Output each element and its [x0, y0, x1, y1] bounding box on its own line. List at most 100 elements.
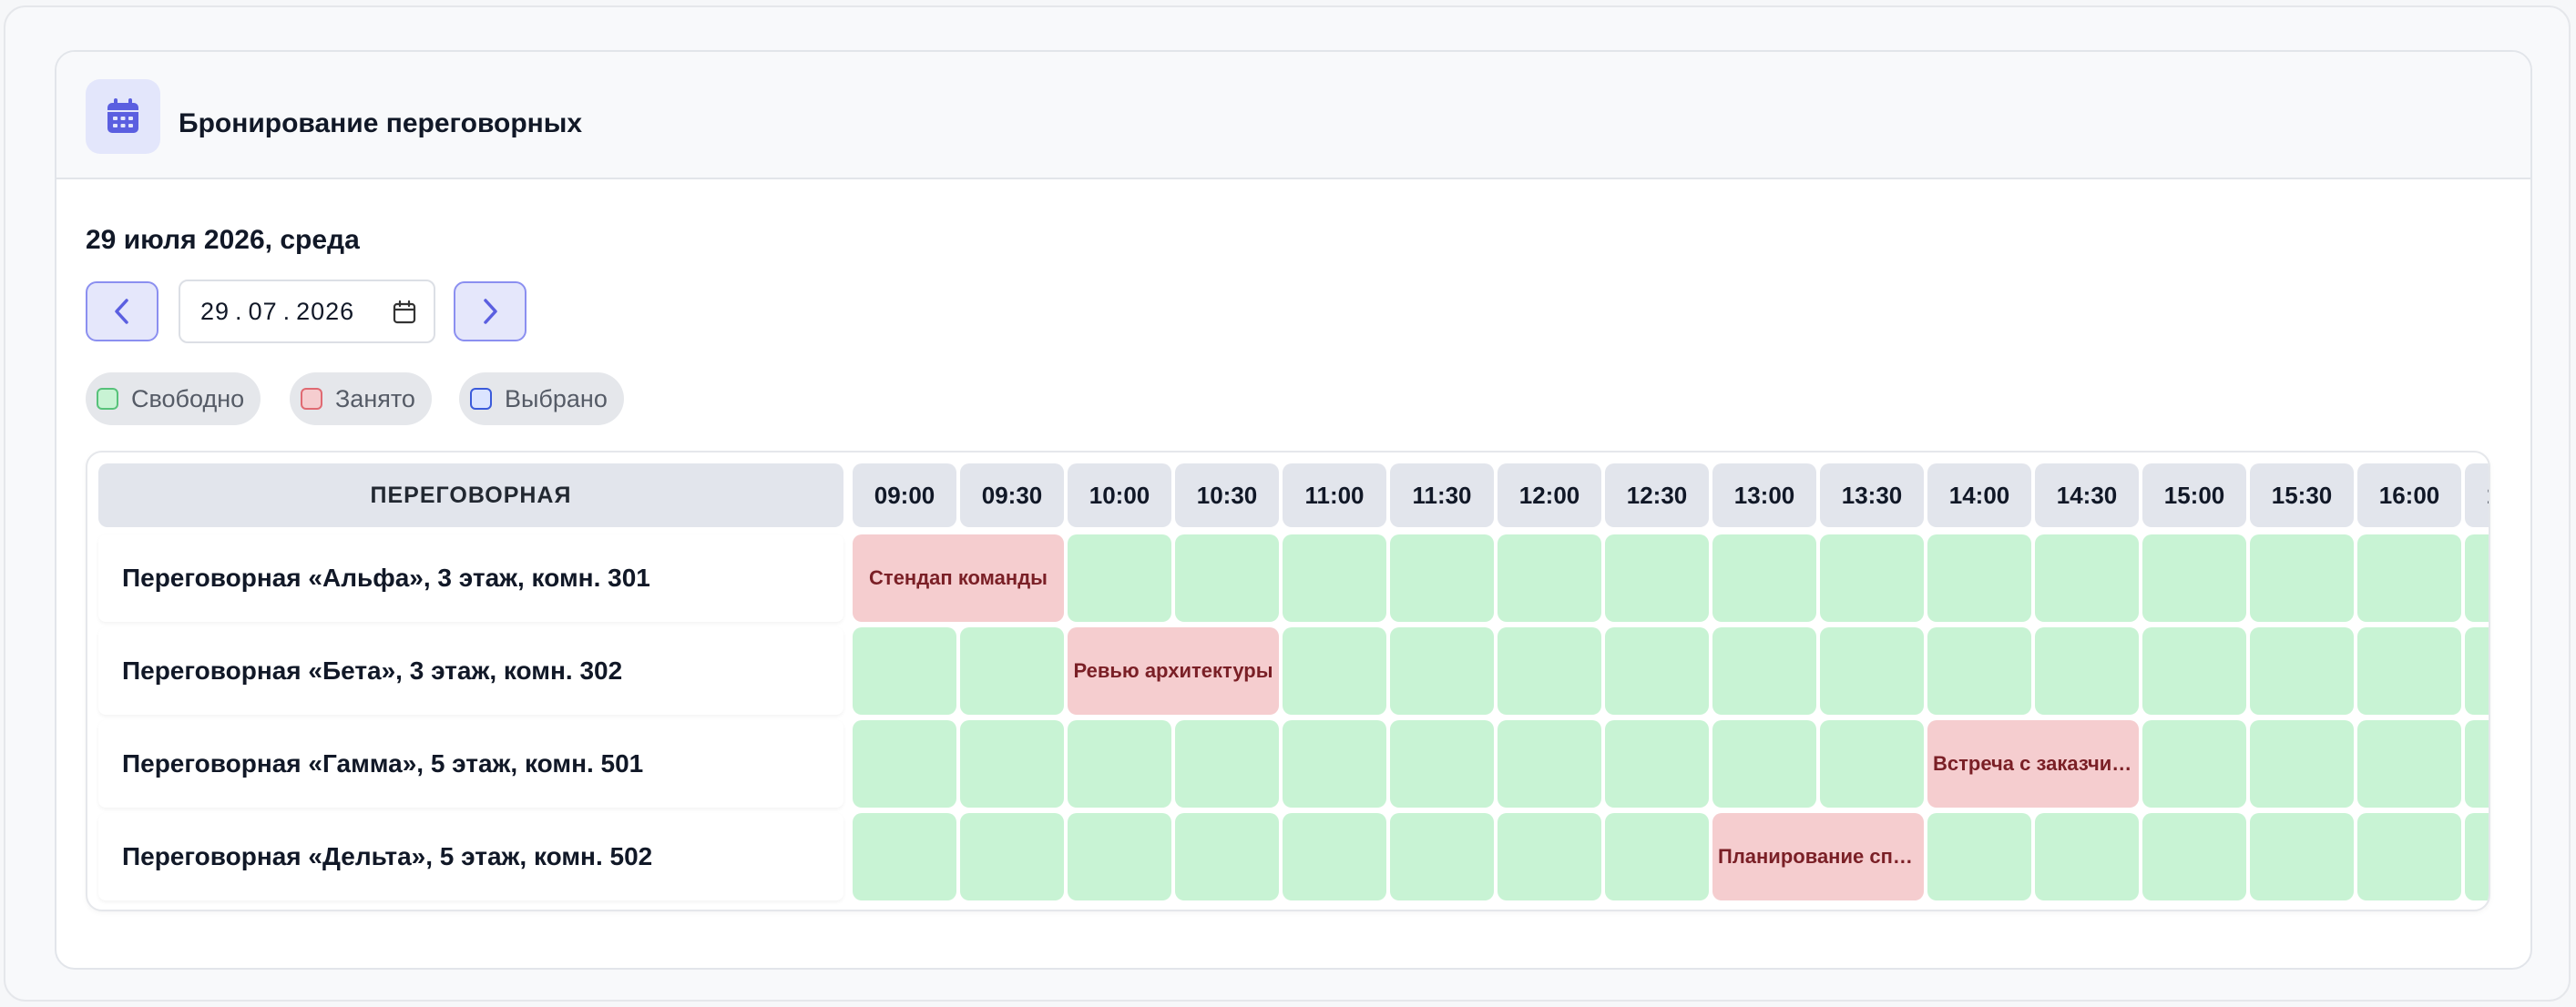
date-separator: . — [282, 297, 291, 325]
free-slot[interactable] — [1820, 720, 1924, 808]
time-slot-header: 13:00 — [1712, 463, 1816, 527]
time-slot-header: 12:30 — [1605, 463, 1709, 527]
free-slot[interactable] — [1605, 627, 1709, 715]
free-slot[interactable] — [1390, 720, 1494, 808]
legend-selected: Выбрано — [459, 372, 624, 425]
time-slot-header: 11:30 — [1390, 463, 1494, 527]
page-title: Бронирование переговорных — [179, 108, 583, 138]
free-slot[interactable] — [1175, 720, 1279, 808]
free-slot[interactable] — [2142, 813, 2246, 900]
calendar-picker-icon[interactable] — [392, 300, 417, 331]
free-slot[interactable] — [1068, 813, 1171, 900]
free-slot[interactable] — [1712, 720, 1816, 808]
legend-busy-swatch — [301, 388, 322, 410]
free-slot[interactable] — [2357, 813, 2461, 900]
free-slot[interactable] — [2142, 627, 2246, 715]
free-slot[interactable] — [853, 627, 956, 715]
free-slot[interactable] — [1498, 720, 1601, 808]
free-slot[interactable] — [2465, 720, 2489, 808]
legend-busy: Занято — [290, 372, 432, 425]
free-slot[interactable] — [1498, 627, 1601, 715]
free-slot[interactable] — [1605, 720, 1709, 808]
legend-label: Занято — [335, 384, 415, 412]
legend-free: Свободно — [86, 372, 261, 425]
booking-title: Встреча с заказчиком — [1933, 752, 2133, 775]
free-slot[interactable] — [2035, 534, 2139, 622]
free-slot[interactable] — [2465, 534, 2489, 622]
free-slot[interactable] — [2250, 534, 2354, 622]
free-slot[interactable] — [2357, 720, 2461, 808]
free-slot[interactable] — [2357, 534, 2461, 622]
free-slot[interactable] — [1068, 534, 1171, 622]
card-header: Бронирование переговорных — [56, 52, 2530, 179]
free-slot[interactable] — [2250, 720, 2354, 808]
free-slot[interactable] — [2465, 813, 2489, 900]
free-slot[interactable] — [1283, 534, 1386, 622]
free-slot[interactable] — [1390, 627, 1494, 715]
free-slot[interactable] — [1068, 720, 1171, 808]
free-slot[interactable] — [1283, 627, 1386, 715]
free-slot[interactable] — [1390, 813, 1494, 900]
room-name: Переговорная «Альфа», 3 этаж, комн. 301 — [98, 534, 843, 622]
free-slot[interactable] — [960, 813, 1064, 900]
prev-day-button[interactable] — [86, 281, 158, 341]
free-slot[interactable] — [1820, 534, 1924, 622]
room-column-header: ПЕРЕГОВОРНАЯ — [98, 463, 843, 527]
booking-title: Планирование спри… — [1718, 845, 1918, 868]
page-frame: Бронирование переговорных 29 июля 2026, … — [4, 5, 2571, 1002]
legend-label: Выбрано — [505, 384, 608, 412]
date-month[interactable]: 07 — [248, 297, 278, 325]
free-slot[interactable] — [2035, 627, 2139, 715]
next-day-button[interactable] — [454, 281, 526, 341]
legend-free-swatch — [97, 388, 118, 410]
free-slot[interactable] — [1927, 813, 2031, 900]
booking-card: Бронирование переговорных 29 июля 2026, … — [55, 50, 2532, 970]
free-slot[interactable] — [1820, 627, 1924, 715]
time-slot-header: 15:00 — [2142, 463, 2246, 527]
free-slot[interactable] — [1283, 813, 1386, 900]
date-heading: 29 июля 2026, среда — [86, 225, 360, 255]
booked-slot[interactable]: Планирование спри… — [1712, 813, 1924, 900]
room-name: Переговорная «Гамма», 5 этаж, комн. 501 — [98, 720, 843, 808]
free-slot[interactable] — [1283, 720, 1386, 808]
chevron-right-icon — [484, 299, 497, 324]
free-slot[interactable] — [1175, 813, 1279, 900]
free-slot[interactable] — [2142, 720, 2246, 808]
free-slot[interactable] — [1927, 534, 2031, 622]
date-field[interactable]: 29 . 07 . 2026 — [179, 280, 435, 343]
free-slot[interactable] — [2142, 534, 2246, 622]
booked-slot[interactable]: Встреча с заказчиком — [1927, 720, 2139, 808]
free-slot[interactable] — [960, 627, 1064, 715]
free-slot[interactable] — [1498, 813, 1601, 900]
free-slot[interactable] — [1712, 534, 1816, 622]
booked-slot[interactable]: Ревью архитектуры — [1068, 627, 1279, 715]
free-slot[interactable] — [2250, 813, 2354, 900]
legend-selected-swatch — [470, 388, 492, 410]
time-slot-header: 09:30 — [960, 463, 1064, 527]
booking-title: Стендап команды — [869, 566, 1048, 589]
date-year[interactable]: 2026 — [296, 297, 355, 325]
free-slot[interactable] — [1390, 534, 1494, 622]
free-slot[interactable] — [2250, 627, 2354, 715]
free-slot[interactable] — [2465, 627, 2489, 715]
booked-slot[interactable]: Стендап команды — [853, 534, 1064, 622]
date-day[interactable]: 29 — [200, 297, 230, 325]
free-slot[interactable] — [853, 813, 956, 900]
time-slot-header: 12:00 — [1498, 463, 1601, 527]
free-slot[interactable] — [1927, 627, 2031, 715]
free-slot[interactable] — [1605, 534, 1709, 622]
free-slot[interactable] — [1605, 813, 1709, 900]
free-slot[interactable] — [2035, 813, 2139, 900]
free-slot[interactable] — [1498, 534, 1601, 622]
booking-grid: ПЕРЕГОВОРНАЯ 09:00 09:30 10:00 10:30 11:00 11… — [86, 451, 2490, 911]
calendar-icon — [86, 79, 160, 154]
legend-label: Свободно — [131, 384, 245, 412]
time-slot-header: 10:00 — [1068, 463, 1171, 527]
free-slot[interactable] — [960, 720, 1064, 808]
room-name: Переговорная «Бета», 3 этаж, комн. 302 — [98, 627, 843, 715]
free-slot[interactable] — [2357, 627, 2461, 715]
time-slot-header: 14:00 — [1927, 463, 2031, 527]
free-slot[interactable] — [853, 720, 956, 808]
free-slot[interactable] — [1175, 534, 1279, 622]
free-slot[interactable] — [1712, 627, 1816, 715]
